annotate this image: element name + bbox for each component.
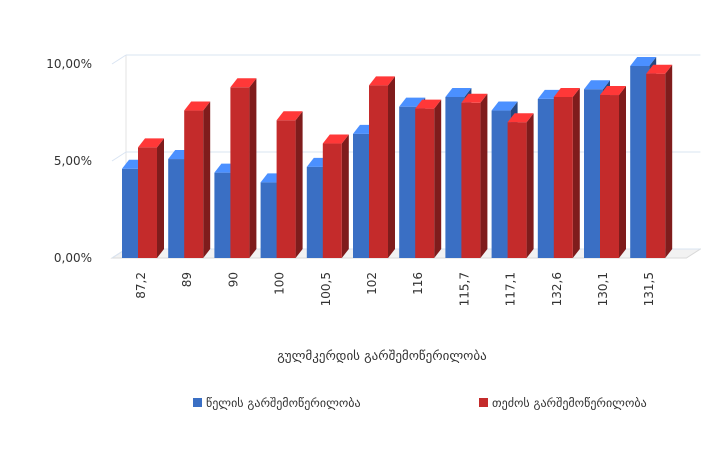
bar-front	[461, 102, 481, 258]
x-tick-label: 100,5	[319, 272, 333, 306]
bar-side	[295, 111, 303, 258]
legend-swatch	[193, 398, 202, 407]
bar-front	[369, 85, 388, 258]
bar-front	[600, 95, 619, 258]
x-tick-label: 115,7	[457, 272, 471, 306]
bar-front	[537, 98, 557, 258]
bar-side	[480, 93, 488, 258]
y-tick-label: 0,00%	[54, 251, 92, 265]
bar-top	[553, 87, 580, 97]
bar-series-2	[369, 76, 395, 258]
legend-item: თეძოს გარშემოწერილობა	[479, 396, 647, 410]
x-tick-label: 90	[226, 272, 240, 287]
bar-top	[230, 78, 257, 88]
bar-side	[619, 86, 626, 258]
bar-front	[584, 89, 603, 258]
bar-side	[341, 134, 349, 258]
bar-front	[306, 166, 326, 258]
bar-layer	[122, 56, 673, 259]
bar-top	[445, 87, 472, 97]
x-tick-label: 130,1	[596, 272, 610, 306]
legend-label: წელის გარშემოწერილობა	[206, 396, 361, 410]
bar-top	[600, 86, 626, 96]
bar-front	[138, 147, 157, 258]
legend-item: წელის გარშემოწერილობა	[193, 396, 361, 410]
label-layer: 0,00% 5,00% 10,00% 87,2 89 90 100 100,5 102 116 11…	[46, 57, 656, 306]
bar-side	[249, 78, 257, 258]
x-tick-label: 100	[273, 272, 287, 295]
bar-series-2	[230, 78, 257, 258]
x-tick-label: 89	[180, 272, 194, 287]
legend-swatch	[479, 398, 488, 407]
bar-side	[572, 87, 580, 258]
bar-front	[491, 110, 511, 258]
bar-front	[214, 172, 234, 258]
bar-front	[507, 122, 527, 258]
bar-front	[399, 106, 419, 259]
bar-series-2	[553, 87, 580, 258]
bar-top	[491, 101, 518, 111]
y-tick-label: 10,00%	[46, 57, 92, 71]
y-tick-label: 5,00%	[54, 154, 92, 168]
bar-series-2	[507, 113, 534, 258]
bar-top	[138, 138, 164, 148]
bar-top	[461, 93, 488, 103]
bar-series-2	[461, 93, 488, 258]
legend-label: თეძოს გარშემოწერილობა	[492, 396, 647, 410]
bar-series-2	[322, 134, 349, 258]
bar-top	[646, 64, 673, 74]
bar-series-2	[138, 138, 164, 258]
bar-top	[507, 113, 534, 123]
bar-side	[388, 76, 395, 258]
bar-front	[415, 108, 435, 259]
x-tick-label: 102	[365, 272, 379, 295]
bar-series-2	[600, 86, 626, 258]
bar-front	[260, 182, 280, 258]
bar-top	[322, 134, 349, 144]
bar-series-2	[415, 99, 442, 259]
bar-top	[276, 111, 303, 121]
gridline-side	[111, 151, 127, 162]
x-tick-label: 132,6	[550, 272, 564, 306]
bar-front	[230, 87, 250, 258]
bar-top	[584, 80, 610, 90]
bar-top	[630, 56, 657, 66]
bar-front	[630, 65, 650, 258]
bar-side	[665, 64, 673, 258]
bar-front	[553, 96, 573, 258]
x-tick-label: 117,1	[504, 272, 518, 306]
bar-front	[646, 73, 666, 258]
bar-front	[122, 168, 141, 258]
x-tick-label: 87,2	[134, 272, 148, 299]
bar-front	[184, 110, 204, 258]
bar-series-2	[646, 64, 673, 258]
gridline-side	[111, 54, 127, 65]
bar-front	[353, 133, 372, 258]
x-tick-label: 131,5	[642, 272, 656, 306]
x-axis-title: გულმკერდის გარშემოწერილობა	[277, 349, 486, 364]
bar-top	[184, 101, 211, 111]
bar-front	[276, 120, 296, 258]
bar-front	[168, 159, 188, 258]
bar-top	[369, 76, 395, 86]
bar-series-2	[276, 111, 303, 258]
bar-side	[434, 99, 442, 259]
bar-top	[415, 99, 442, 109]
bar-side	[157, 138, 164, 258]
bar-series-2	[184, 101, 211, 258]
bar-side	[526, 113, 534, 258]
legend: წელის გარშემოწერილობა თეძოს გარშემოწერილო…	[193, 396, 647, 410]
x-tick-label: 116	[411, 272, 425, 295]
bar-front	[322, 143, 342, 258]
bar-side	[203, 101, 211, 258]
bar-front	[445, 96, 465, 258]
